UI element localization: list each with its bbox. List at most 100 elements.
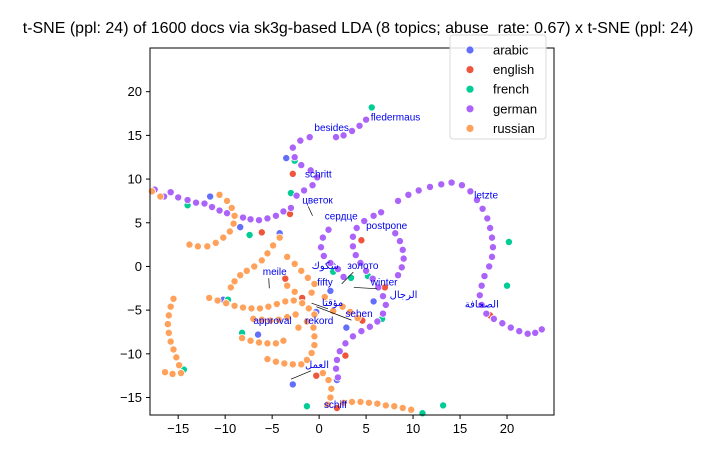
point-russian-66 <box>307 348 316 357</box>
legend-frame <box>449 34 547 140</box>
point-german-71 <box>316 243 325 252</box>
point-russian-52 <box>283 313 292 322</box>
axes-layer: −15 −10 −5 0 5 10 15 20 −15 −10 −5 0 5 10 15 20 <box>120 84 514 436</box>
point-german-78 <box>398 245 407 254</box>
point-german-52 <box>351 251 360 260</box>
point-german-56 <box>374 283 383 292</box>
annotation-label-12: الرجال <box>390 290 418 301</box>
legend-marker-german <box>465 104 475 114</box>
point-german-17 <box>286 203 295 212</box>
x-tick-label-1: −10 <box>214 421 236 436</box>
y-tick-label-5: 10 <box>128 172 142 187</box>
annotation-arrow-18 <box>290 370 312 380</box>
point-german-45 <box>537 325 546 334</box>
annotation-label-15: sehen <box>345 309 372 320</box>
point-russian-40 <box>255 304 264 313</box>
point-german-77 <box>395 237 404 246</box>
point-german-91 <box>297 161 306 170</box>
point-german-22 <box>437 180 446 189</box>
point-russian-33 <box>161 368 170 377</box>
point-german-73 <box>326 258 335 267</box>
point-russian-51 <box>274 315 283 324</box>
point-russian-74 <box>323 400 332 409</box>
points-layer <box>147 103 546 418</box>
point-french-0 <box>367 103 376 112</box>
point-russian-20 <box>230 277 239 286</box>
point-german-46 <box>377 208 386 217</box>
point-russian-61 <box>271 357 280 366</box>
point-russian-14 <box>269 241 278 250</box>
point-russian-63 <box>288 360 297 369</box>
point-german-64 <box>341 339 350 348</box>
point-russian-16 <box>257 256 266 265</box>
point-german-28 <box>483 214 492 223</box>
point-russian-50 <box>266 316 275 325</box>
x-tick-label-4: 5 <box>362 421 369 436</box>
legend-marker-arabic <box>465 45 475 55</box>
y-tick-label-4: 5 <box>135 215 142 230</box>
point-russian-89 <box>283 281 292 290</box>
point-german-67 <box>332 364 341 373</box>
point-russian-27 <box>166 337 175 346</box>
point-english-7 <box>341 351 350 360</box>
point-russian-10 <box>203 242 212 251</box>
annotation-label-0: fledermaus <box>371 113 420 124</box>
point-german-54 <box>362 266 371 275</box>
point-german-23 <box>447 178 456 187</box>
point-german-68 <box>333 373 342 382</box>
point-russian-96 <box>320 293 329 302</box>
point-german-9 <box>223 209 232 218</box>
point-russian-98 <box>294 323 303 332</box>
point-russian-7 <box>225 227 234 236</box>
point-german-63 <box>348 332 357 341</box>
point-russian-1 <box>156 192 165 201</box>
legend-label-arabic: arabic <box>493 43 529 58</box>
annotation-label-1: besides <box>314 123 348 134</box>
point-russian-71 <box>324 376 333 385</box>
point-russian-75 <box>339 398 348 407</box>
point-german-65 <box>335 347 344 356</box>
point-german-39 <box>489 314 498 323</box>
point-german-31 <box>488 243 497 252</box>
point-german-24 <box>457 181 466 190</box>
point-russian-60 <box>263 355 272 364</box>
point-russian-80 <box>381 401 390 410</box>
point-german-44 <box>531 328 540 337</box>
point-russian-8 <box>219 233 228 242</box>
point-german-89 <box>288 143 297 152</box>
point-arabic-7 <box>342 323 351 332</box>
point-german-94 <box>308 181 317 190</box>
point-russian-97 <box>302 317 311 326</box>
point-english-8 <box>312 371 321 380</box>
point-german-27 <box>478 204 487 213</box>
point-german-42 <box>515 327 524 336</box>
point-russian-31 <box>177 369 186 378</box>
point-german-40 <box>498 319 507 328</box>
point-english-10 <box>357 236 366 245</box>
point-french-13 <box>503 281 512 290</box>
point-russian-57 <box>263 339 272 348</box>
point-german-5 <box>192 198 201 207</box>
point-german-33 <box>485 262 494 271</box>
point-german-32 <box>487 252 496 261</box>
point-german-13 <box>254 216 263 225</box>
point-russian-83 <box>407 405 416 414</box>
point-russian-76 <box>347 397 356 406</box>
point-russian-11 <box>193 242 202 251</box>
annotation-label-11: winter <box>370 278 398 289</box>
chart-title: t-SNE (ppl: 24) of 1600 docs via sk3g-ba… <box>23 20 694 37</box>
point-russian-45 <box>298 299 307 308</box>
annotation-label-13: مؤقتا <box>322 298 343 309</box>
point-russian-28 <box>169 345 178 354</box>
point-german-58 <box>381 300 390 309</box>
point-russian-84 <box>283 252 292 261</box>
point-russian-19 <box>236 271 245 280</box>
point-german-92 <box>306 166 315 175</box>
point-russian-81 <box>390 402 399 411</box>
point-german-79 <box>399 254 408 263</box>
point-russian-46 <box>304 304 313 313</box>
point-german-61 <box>365 322 374 331</box>
point-german-20 <box>414 186 423 195</box>
legend-marker-french <box>465 84 475 94</box>
